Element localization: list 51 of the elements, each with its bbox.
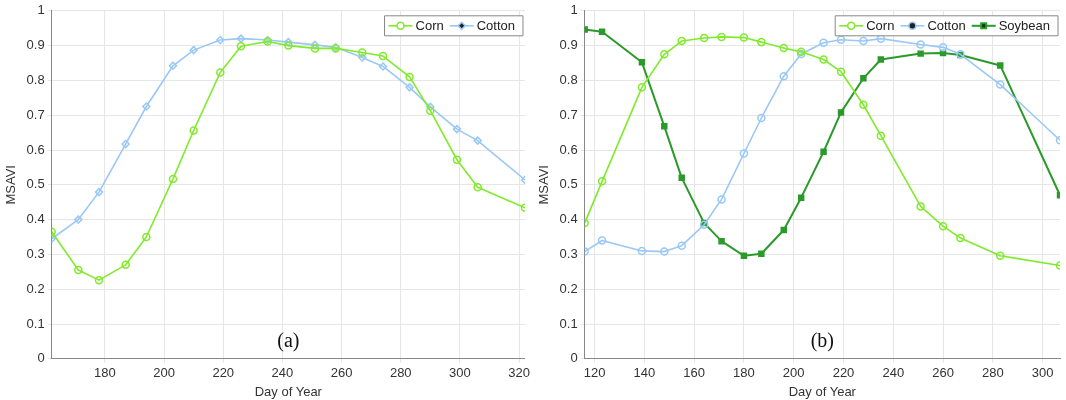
y-tick-label: 0.7: [559, 106, 578, 122]
x-tick-label: 260: [932, 365, 954, 381]
y-axis-title: MSAVI: [3, 165, 19, 205]
y-tick-label: 0.6: [559, 141, 578, 157]
y-tick-label: 0.8: [559, 71, 578, 87]
y-tick-label: 0.5: [559, 176, 578, 192]
y-tick-label: 0.9: [26, 37, 45, 53]
legend-label: Corn: [866, 18, 895, 34]
y-tick-label: 1: [37, 2, 45, 18]
x-tick-label: 200: [153, 365, 175, 381]
x-tick-label: 300: [449, 365, 471, 381]
x-tick-label: 180: [733, 365, 755, 381]
legend-label: Cotton: [476, 18, 516, 34]
legend-label: Corn: [415, 18, 444, 34]
x-tick-label: 200: [782, 365, 805, 381]
x-tick-label: 140: [633, 365, 656, 381]
y-tick-label: 0.4: [559, 211, 578, 227]
y-tick-label: 0.3: [26, 245, 45, 261]
y-tick-label: 0.9: [559, 37, 578, 53]
x-tick-label: 180: [94, 365, 116, 381]
y-axis-title: MSAVI: [536, 165, 552, 205]
x-tick-label: 320: [508, 365, 530, 381]
annotation: (b): [810, 328, 834, 352]
y-tick-label: 0.8: [26, 71, 45, 87]
legend-label: Cotton: [927, 18, 966, 34]
y-tick-label: 0.5: [26, 176, 45, 192]
y-tick-label: 0.3: [559, 245, 578, 261]
annotation: (a): [277, 328, 300, 352]
legend-label: Soybean: [998, 18, 1051, 34]
x-tick-label: 280: [981, 365, 1004, 381]
x-tick-label: 240: [882, 365, 905, 381]
x-tick-label: 160: [683, 365, 706, 381]
x-tick-label: 280: [389, 365, 412, 381]
y-tick-label: 0.2: [559, 280, 578, 296]
y-tick-label: 0.1: [26, 315, 45, 331]
y-tick-label: 0.1: [559, 315, 578, 331]
x-tick-label: 260: [330, 365, 353, 381]
x-tick-label: 220: [832, 365, 855, 381]
x-tick-label: 120: [583, 365, 606, 381]
y-tick-label: 0.7: [26, 106, 45, 122]
y-tick-label: 0: [37, 350, 45, 366]
y-tick-label: 0: [570, 350, 578, 366]
x-tick-label: 300: [1031, 365, 1054, 381]
x-axis-title: Day of Year: [254, 383, 323, 399]
x-axis-title: Day of Year: [788, 383, 857, 399]
x-tick-label: 240: [271, 365, 294, 381]
y-tick-label: 0.2: [26, 280, 45, 296]
y-tick-label: 1: [570, 2, 578, 18]
y-tick-label: 0.4: [26, 211, 45, 227]
x-tick-label: 220: [212, 365, 235, 381]
y-tick-label: 0.6: [26, 141, 45, 157]
